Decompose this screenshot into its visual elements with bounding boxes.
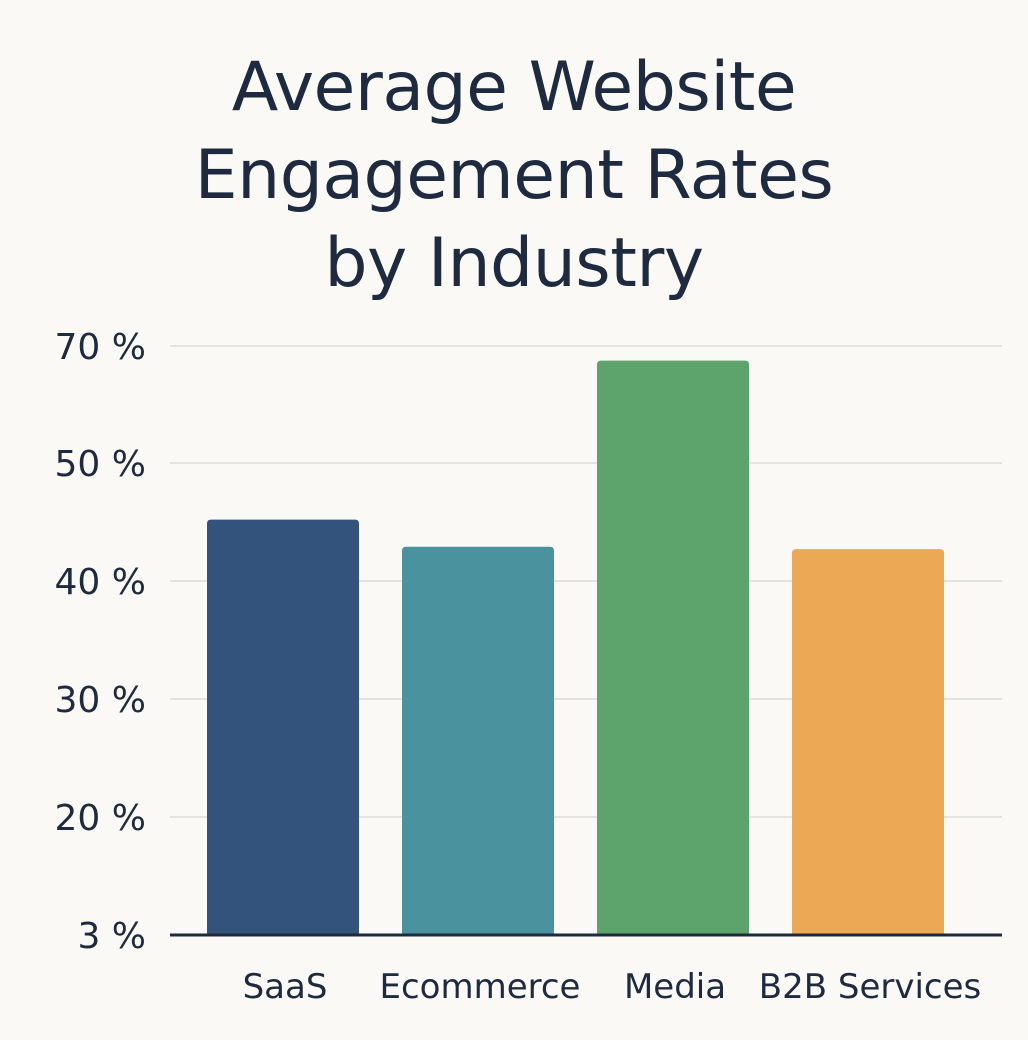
chart-title-line-3: by Industry [324,224,704,303]
y-tick-label-40: 40 % [55,562,146,603]
y-tick-label-30: 30 % [55,680,146,721]
bar-ecommerce [402,546,554,935]
y-tick-label-70: 70 % [55,327,146,368]
bar-saas [207,519,359,935]
y-tick-label-50: 50 % [55,444,146,485]
chart-title: Average Website Engagement Rates by Indu… [0,44,1028,308]
x-tick-label-media: Media [624,967,726,1007]
bar-b2b-services [792,549,944,935]
x-tick-label-ecommerce: Ecommerce [380,967,581,1007]
x-tick-label-b2b-services: B2B Services [759,967,981,1007]
bar-media [597,360,749,935]
bars [207,360,944,935]
chart-title-line-2: Engagement Rates [194,136,834,215]
y-tick-label-20: 20 % [55,798,146,839]
labels: 3 % 20 % 30 % 40 % 50 % 70 % SaaS Ecommerce Medi… [55,327,982,1007]
x-tick-label-saas: SaaS [243,967,328,1007]
chart-title-line-1: Average Website [231,48,797,127]
y-tick-label-3: 3 % [77,916,146,957]
